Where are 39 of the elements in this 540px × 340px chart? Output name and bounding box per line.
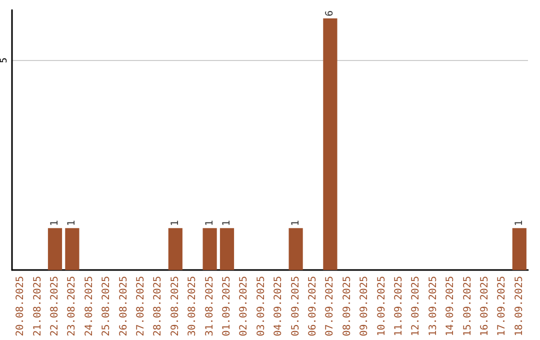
x-tick-label: 12.09.2025: [410, 276, 422, 336]
x-tick-label: 01.09.2025: [222, 276, 232, 336]
x-tick-label: 02.09.2025: [238, 276, 250, 336]
x-tick-label: 27.08.2025: [136, 276, 146, 336]
x-tick-label: 05.09.2025: [290, 276, 302, 336]
x-tick-label: 18.09.2025: [514, 276, 525, 336]
x-tick-label: 04.09.2025: [273, 276, 284, 336]
x-tick-label: 15.09.2025: [462, 276, 474, 336]
x-tick-label: 14.09.2025: [445, 276, 456, 336]
x-tick-label: 28.08.2025: [152, 276, 164, 336]
x-tick-label: 21.08.2025: [32, 276, 44, 336]
x-tick-label: 24.08.2025: [84, 276, 95, 336]
x-tick-label: 31.08.2025: [204, 276, 216, 336]
x-tick-label: 23.08.2025: [66, 276, 78, 336]
x-tick-label: 29.08.2025: [170, 276, 181, 336]
x-tick-label: 17.09.2025: [496, 276, 508, 336]
data-label: 1: [222, 220, 232, 226]
x-tick-label: 07.09.2025: [324, 276, 336, 336]
x-tick-label: 13.09.2025: [428, 276, 439, 336]
x-tick-label: 25.08.2025: [101, 276, 112, 336]
data-label: 1: [50, 220, 60, 226]
x-tick-label: 03.09.2025: [256, 276, 267, 336]
data-label: 1: [204, 220, 216, 226]
x-tick-label: 11.09.2025: [394, 276, 404, 336]
x-tick-label: 22.08.2025: [50, 276, 60, 336]
x-tick-label: 06.09.2025: [308, 276, 318, 336]
data-label: 1: [290, 220, 302, 226]
x-tick-label: 08.09.2025: [342, 276, 353, 336]
data-label: 1: [66, 220, 78, 226]
x-tick-label: 10.09.2025: [376, 276, 388, 336]
x-tick-label: 26.08.2025: [118, 276, 130, 336]
data-label: 1: [170, 220, 181, 226]
x-tick-label: 16.09.2025: [480, 276, 490, 336]
y-tick-label: 5: [0, 58, 10, 64]
data-label: 6: [324, 10, 336, 16]
x-tick-label: 30.08.2025: [187, 276, 198, 336]
x-tick-label: 09.09.2025: [359, 276, 370, 336]
x-tick-label: 20.08.2025: [15, 276, 26, 336]
data-label: 1: [514, 220, 525, 226]
